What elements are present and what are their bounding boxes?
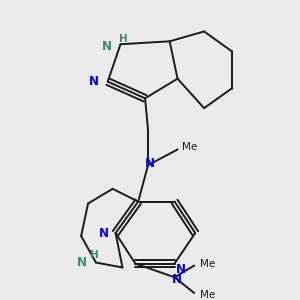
Text: N: N (176, 263, 185, 276)
Text: Me: Me (182, 142, 197, 152)
Text: H: H (119, 34, 128, 44)
Text: N: N (145, 157, 155, 170)
Text: N: N (99, 226, 109, 239)
Text: N: N (77, 256, 87, 269)
Text: N: N (89, 75, 99, 88)
Text: H: H (90, 250, 98, 260)
Text: N: N (172, 273, 182, 286)
Text: Me: Me (200, 290, 216, 300)
Text: Me: Me (200, 259, 216, 269)
Text: N: N (102, 40, 112, 53)
